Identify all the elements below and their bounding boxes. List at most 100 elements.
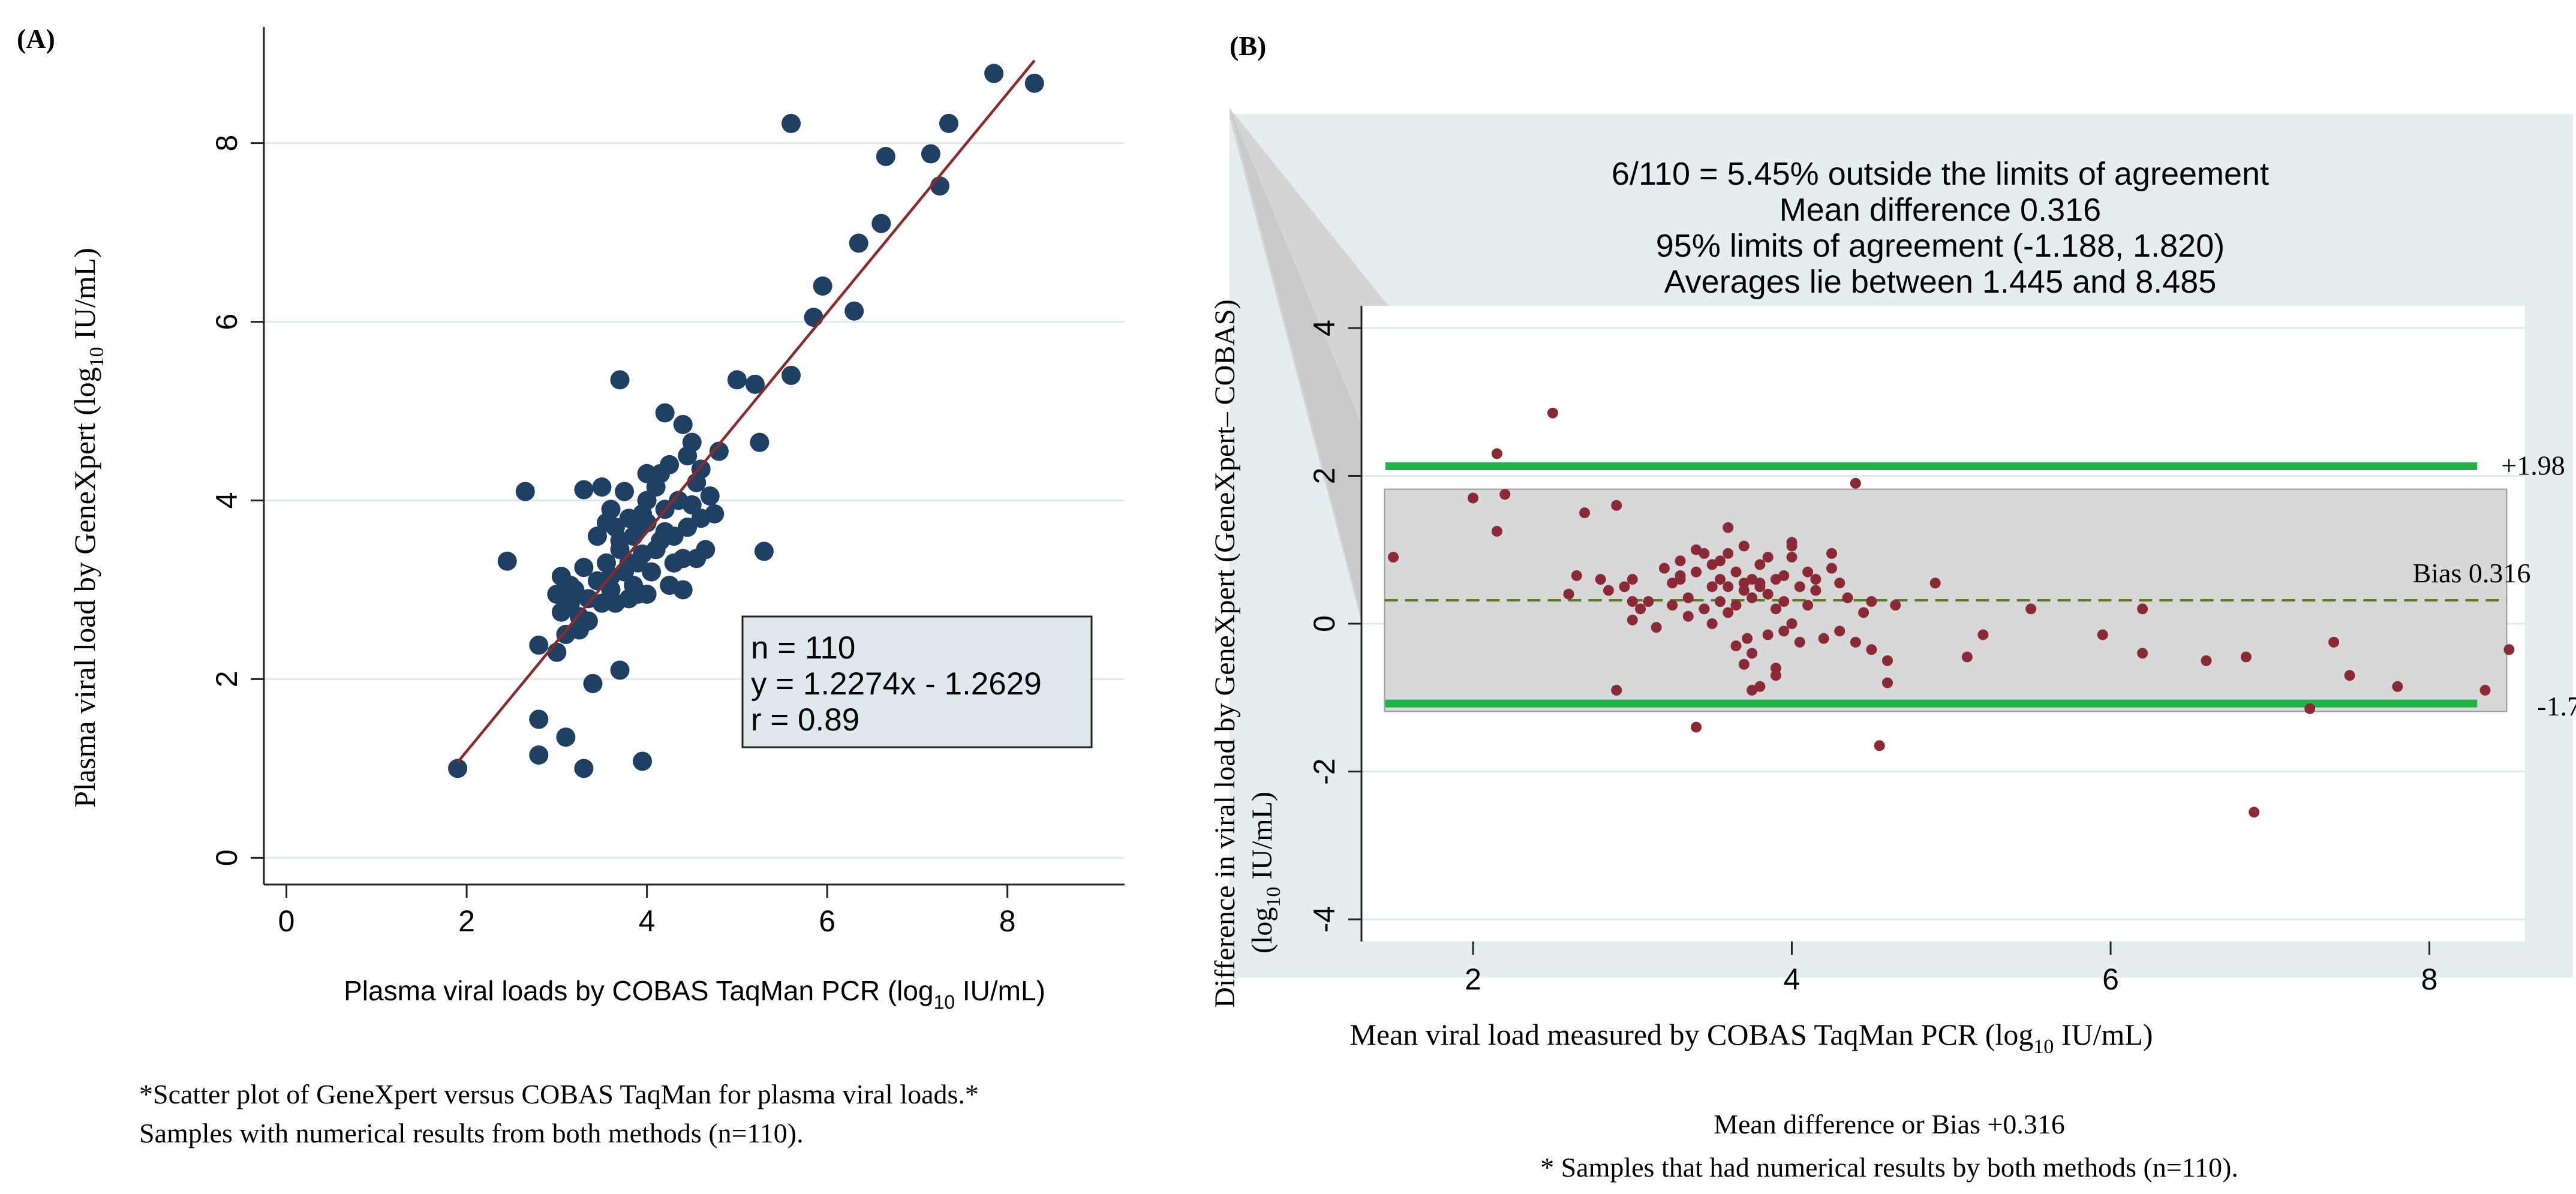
panel-b-point-35	[1738, 585, 1750, 596]
panel-a-point-68	[673, 580, 693, 600]
panel-a-ytick-label-2: 2	[210, 670, 244, 687]
panel-a-point-57	[655, 403, 675, 423]
panel-a-point-80	[781, 365, 801, 385]
panel-b-upper-limit-label: +1.98	[2501, 450, 2565, 480]
panel-b-xtick-label-8: 8	[2421, 963, 2438, 996]
panel-b-point-87	[2025, 603, 2037, 615]
panel-b-point-34	[1730, 600, 1742, 611]
panel-b-point-58	[1826, 563, 1837, 574]
panel-b-point-72	[1691, 721, 1702, 733]
panel-a-point-8	[529, 635, 549, 655]
panel-b-point-89	[2137, 648, 2148, 659]
panel-a-point-5	[556, 727, 576, 747]
panel-b-point-73	[1738, 658, 1750, 670]
panel-b-point-14	[1627, 574, 1638, 585]
panel-b-point-4	[1491, 525, 1502, 537]
panel-b-point-105	[1706, 559, 1718, 570]
panel-a-point-94	[660, 455, 680, 474]
panel-a-point-70	[619, 589, 639, 609]
panel-a-point-64	[754, 542, 774, 561]
panel-a-point-81	[781, 113, 801, 133]
panel-b-title-line-1: 6/110 = 5.45% outside the limits of agre…	[1612, 156, 2269, 192]
panel-a-ytick-label-0: 0	[210, 849, 244, 866]
panel-b-point-83	[1802, 600, 1814, 611]
panel-a-point-82	[804, 308, 823, 327]
panel-a-ticks: 0 2 4 6 8 0 2 4 6 8	[210, 135, 1016, 938]
panel-b-point-52	[1786, 537, 1798, 548]
panel-a-point-58	[673, 414, 693, 434]
panel-a-point-71	[592, 593, 612, 613]
panel-b-point-86	[1977, 629, 1989, 640]
panel-a-point-16	[547, 584, 567, 604]
panel-b-point-64	[1850, 636, 1861, 648]
panel-b-point-15	[1635, 603, 1646, 615]
panel-b-xtick-label-6: 6	[2102, 963, 2119, 996]
panel-b: (B) 6/110 = 5.45% outside the limits of …	[1209, 31, 2576, 1183]
panel-a-point-56	[705, 504, 725, 524]
panel-b-point-67	[1866, 596, 1877, 607]
panel-a-xtick-label-2: 2	[458, 904, 475, 938]
panel-a-point-2	[574, 759, 594, 778]
panel-b-point-65	[1858, 607, 1869, 618]
panel-a-point-91	[984, 64, 1004, 83]
panel-b-point-31	[1723, 581, 1734, 593]
panel-b-point-29	[1714, 574, 1726, 585]
panel-a-point-60	[709, 441, 729, 461]
panel-a-point-92	[1024, 73, 1044, 93]
panel-b-title-line-4: Averages lie between 1.445 and 8.485	[1664, 264, 2217, 300]
panel-b-ytick-label-0: 0	[1307, 615, 1341, 632]
panel-b-bias-label: Bias 0.316	[2413, 558, 2531, 588]
panel-a-point-14	[592, 477, 612, 497]
panel-b-point-59	[1826, 548, 1837, 559]
panel-b-point-106	[1778, 596, 1790, 607]
panel-b-point-109	[1723, 548, 1734, 559]
panel-a-point-22	[560, 575, 580, 595]
panel-b-point-7	[1579, 507, 1591, 519]
panel-a-point-62	[745, 374, 765, 394]
panel-a-x-axis-label: Plasma viral loads by COBAS TaqMan PCR (…	[344, 975, 1045, 1013]
panel-b-point-11	[1611, 684, 1622, 696]
panel-b-y-axis-label-line-1: Difference in viral load by GeneXpert (G…	[1209, 299, 1241, 1007]
panel-b-caption-line-1: Mean difference or Bias +0.316	[1714, 1109, 2065, 1139]
panel-b-point-85	[1961, 651, 1973, 663]
panel-b-point-62	[1842, 592, 1853, 603]
panel-a-xtick-label-0: 0	[278, 904, 295, 938]
panel-a-stats-box	[741, 615, 1093, 748]
panel-b-label: (B)	[1230, 31, 1266, 61]
panel-b-point-10	[1611, 500, 1622, 511]
panel-a-point-63	[750, 432, 770, 452]
panel-b-point-98	[2479, 684, 2491, 696]
panel-b-point-95	[2328, 636, 2340, 648]
panel-b-point-49	[1778, 625, 1790, 637]
panel-b-point-53	[1794, 581, 1805, 593]
panel-b-point-24	[1691, 566, 1702, 578]
panel-a-label: (A)	[17, 23, 55, 54]
panel-b-title-line-3: 95% limits of agreement (-1.188, 1.820)	[1656, 228, 2225, 264]
panel-a-point-11	[497, 551, 517, 571]
panel-a-point-98	[651, 531, 671, 551]
panel-b-point-99	[2503, 644, 2515, 655]
panel-b-point-91	[2201, 655, 2212, 666]
panel-b-point-71	[1890, 600, 1901, 611]
panel-b-ytick-label--2: -2	[1307, 758, 1341, 784]
panel-b-point-102	[1603, 585, 1614, 596]
panel-a-xtick-label-6: 6	[819, 904, 835, 938]
panel-b-xtick-label-4: 4	[1784, 963, 1801, 996]
panel-b-point-32	[1723, 522, 1734, 533]
panel-b-point-17	[1651, 622, 1662, 633]
panel-a-xtick-label-8: 8	[999, 904, 1016, 938]
panel-a-point-36	[601, 500, 621, 519]
panel-a-point-13	[574, 480, 594, 500]
panel-a-point-69	[637, 584, 657, 604]
panel-a-point-6	[583, 673, 603, 693]
panel-b-point-40	[1747, 648, 1758, 659]
panel-b-point-44	[1754, 578, 1766, 589]
panel-b-point-6	[1563, 588, 1574, 600]
panel-b-point-27	[1699, 603, 1710, 615]
panel-b-y-axis-label-line-2: (log10 IU/mL)	[1246, 792, 1285, 954]
panel-b-point-1	[1468, 492, 1479, 504]
panel-b-point-28	[1706, 581, 1718, 593]
panel-b-point-5	[1547, 407, 1558, 419]
panel-b-point-94	[2304, 703, 2316, 714]
